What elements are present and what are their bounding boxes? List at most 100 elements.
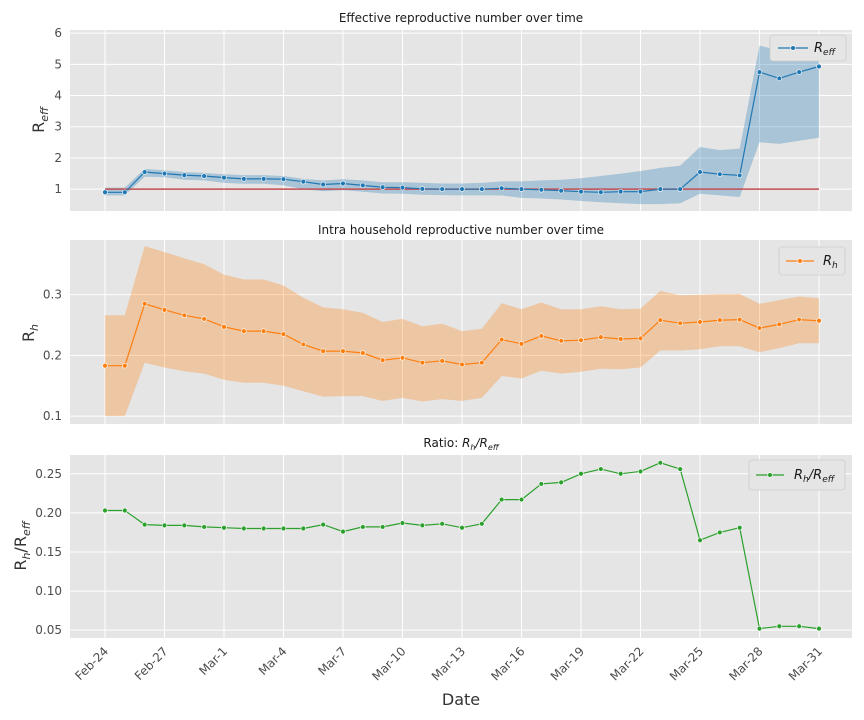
reff-point bbox=[697, 169, 703, 175]
reff-y-tick-label: 2 bbox=[54, 151, 62, 165]
reff-legend-label: Reff bbox=[814, 41, 837, 58]
rh-title: Intra household reproductive number over… bbox=[318, 223, 604, 237]
reff-y-tick-label: 6 bbox=[54, 26, 62, 40]
reff-point bbox=[717, 171, 723, 177]
reff-y-ticks: 1 2 3 4 5 6 bbox=[54, 26, 62, 196]
ratio-point bbox=[320, 521, 326, 528]
ratio-point bbox=[578, 471, 584, 477]
reff-point bbox=[221, 174, 227, 181]
reff-point bbox=[479, 186, 485, 192]
reff-point bbox=[558, 188, 564, 194]
x-axis-label: Date bbox=[442, 690, 480, 709]
rh-point bbox=[260, 328, 267, 334]
ratio-point bbox=[816, 625, 822, 632]
rh-point bbox=[756, 325, 763, 331]
reff-point bbox=[300, 178, 307, 185]
reff-point bbox=[439, 186, 445, 192]
reff-points bbox=[102, 63, 822, 195]
rh-point bbox=[280, 331, 287, 337]
ratio-point bbox=[518, 496, 525, 503]
rh-point bbox=[161, 307, 168, 313]
rh-point bbox=[379, 357, 386, 363]
rh-point bbox=[439, 358, 445, 364]
reff-y-tick-label: 1 bbox=[54, 182, 62, 196]
rh-point bbox=[498, 336, 505, 343]
rh-point bbox=[141, 301, 148, 307]
reff-point bbox=[677, 186, 683, 192]
reff-point bbox=[776, 75, 783, 82]
x-tick-label: Mar-7 bbox=[315, 644, 349, 678]
rh-plot-area bbox=[70, 240, 852, 424]
x-tick-label: Mar-19 bbox=[548, 644, 587, 683]
x-tick-label: Feb-27 bbox=[132, 644, 171, 683]
reff-y-tick-label: 4 bbox=[54, 89, 62, 103]
ratio-point bbox=[538, 481, 545, 487]
reff-y-tick-label: 3 bbox=[54, 120, 62, 134]
reff-point bbox=[518, 186, 525, 192]
x-tick-label: Mar-4 bbox=[256, 644, 290, 678]
reff-point bbox=[498, 185, 505, 191]
reff-point bbox=[419, 186, 426, 192]
ratio-y-tick-label: 0.10 bbox=[35, 584, 62, 598]
reff-point bbox=[280, 176, 287, 182]
ratio-legend-box bbox=[748, 459, 846, 491]
rh-point bbox=[538, 333, 545, 339]
rh-point bbox=[796, 316, 802, 323]
x-tick-label: Mar-1 bbox=[196, 644, 230, 678]
reff-point bbox=[181, 172, 188, 178]
rh-point bbox=[122, 363, 128, 369]
x-tick-label: Mar-10 bbox=[369, 644, 408, 683]
x-tick-label: Mar-28 bbox=[726, 644, 765, 683]
ratio-y-ticks: 0.05 0.10 0.15 0.20 0.25 bbox=[35, 467, 62, 637]
rh-y-tick-label: 0.2 bbox=[43, 348, 62, 362]
ratio-point bbox=[260, 525, 267, 532]
reff-point bbox=[379, 184, 386, 190]
ratio-point bbox=[280, 525, 287, 532]
ratio-legend-marker bbox=[767, 472, 773, 478]
rh-point bbox=[816, 318, 822, 324]
ratio-y-tick-label: 0.15 bbox=[35, 545, 62, 559]
rh-point bbox=[300, 341, 307, 348]
ratio-point bbox=[756, 625, 763, 632]
reff-y-label: Reff bbox=[29, 106, 51, 133]
ratio-point bbox=[141, 521, 148, 528]
x-tick-label: Mar-25 bbox=[667, 644, 706, 683]
ratio-point bbox=[340, 528, 346, 535]
reff-point bbox=[320, 181, 326, 188]
rh-panel: 0.1 0.2 0.3 Intra household reproductive n… bbox=[19, 223, 852, 424]
rh-point bbox=[419, 359, 426, 366]
ratio-y-label: Rh/Reff bbox=[11, 520, 33, 570]
reff-title: Effective reproductive number over time bbox=[339, 11, 583, 25]
rh-point bbox=[102, 363, 108, 369]
rh-point bbox=[399, 355, 406, 361]
ratio-point bbox=[201, 524, 207, 530]
ratio-point bbox=[379, 524, 386, 530]
rh-point bbox=[776, 321, 783, 328]
ratio-point bbox=[558, 479, 564, 486]
rh-point bbox=[657, 317, 664, 323]
reff-point bbox=[617, 188, 624, 195]
rh-point bbox=[201, 316, 207, 322]
rh-y-tick-label: 0.1 bbox=[43, 409, 62, 423]
reff-point bbox=[161, 170, 168, 177]
reff-legend-marker bbox=[790, 45, 796, 51]
reff-point bbox=[399, 184, 406, 191]
rh-point bbox=[221, 324, 227, 330]
reff-point bbox=[201, 173, 207, 179]
rh-point bbox=[181, 312, 188, 319]
reff-point bbox=[816, 63, 822, 70]
rh-point bbox=[736, 316, 743, 323]
ratio-point bbox=[617, 471, 624, 477]
reff-point bbox=[459, 186, 465, 192]
ratio-point bbox=[697, 537, 703, 543]
ratio-y-tick-label: 0.20 bbox=[35, 506, 62, 520]
rh-point bbox=[360, 350, 366, 356]
ratio-point bbox=[498, 496, 505, 503]
reff-point bbox=[260, 176, 267, 182]
ratio-point bbox=[419, 522, 426, 529]
x-tick-label: Mar-13 bbox=[429, 644, 468, 683]
x-tick-label: Mar-16 bbox=[488, 644, 527, 683]
rh-point bbox=[637, 335, 644, 342]
ratio-point bbox=[300, 525, 307, 532]
